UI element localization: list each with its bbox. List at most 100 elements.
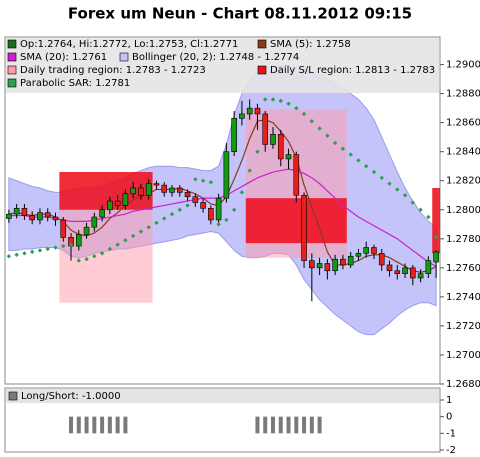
y-tick-label: 1.2900	[446, 60, 480, 71]
sar-dot	[6, 254, 12, 259]
sar-dot	[177, 207, 182, 212]
y-tick-label: 1.2840	[446, 147, 480, 158]
region	[59, 172, 153, 210]
region	[432, 187, 440, 254]
candle-body	[107, 200, 113, 211]
legend-label: Daily S/L region: 1.2813 - 1.2783	[270, 65, 435, 76]
candle-body	[200, 202, 206, 209]
sar-dot	[193, 177, 198, 182]
candle-body	[301, 194, 307, 261]
candle-body	[340, 258, 346, 266]
bar	[302, 416, 307, 434]
sar-dot	[231, 207, 237, 212]
candle-body	[277, 133, 284, 160]
sar-dot	[68, 242, 74, 247]
sar-dot	[115, 242, 120, 247]
sar-dot	[410, 200, 416, 205]
bar	[69, 416, 74, 434]
legend-label: Long/Short: -1.0000	[21, 391, 121, 402]
candle-body	[6, 213, 12, 219]
sar-dot	[325, 133, 330, 138]
candle-body	[52, 216, 59, 221]
candle-body	[285, 154, 292, 160]
candle-body	[184, 192, 191, 198]
bar	[115, 416, 120, 434]
candle-body	[378, 253, 385, 266]
candle-body	[425, 260, 432, 274]
candle-body	[192, 196, 199, 203]
candle-body	[130, 187, 136, 195]
sar-dot	[29, 249, 35, 255]
sar-dot	[162, 216, 167, 221]
y-tick-label: 1.2700	[446, 350, 480, 361]
sar-dot	[107, 246, 113, 252]
candle-body	[239, 113, 245, 119]
bar	[255, 416, 260, 434]
candle-body	[145, 183, 152, 196]
sar-dot	[200, 178, 206, 183]
candle-body	[29, 215, 35, 221]
y-tick-label: -1	[446, 428, 456, 439]
bar	[278, 416, 283, 434]
legend-label: Bollinger (20, 2): 1.2748 - 1.2774	[132, 52, 299, 63]
candle-body	[13, 208, 20, 215]
legend-swatch	[8, 391, 18, 401]
candle-body	[371, 247, 377, 254]
sar-dot	[263, 97, 268, 102]
sar-dot	[216, 222, 221, 227]
candle-body	[169, 187, 175, 193]
sar-dot	[169, 211, 175, 217]
sar-dot	[433, 235, 439, 240]
candle-body	[176, 187, 183, 193]
legend-box	[6, 38, 439, 93]
y-tick-label: 1.2680	[446, 379, 480, 390]
bar	[270, 416, 275, 434]
candle-body	[91, 216, 98, 228]
region	[245, 198, 347, 244]
candle-body	[355, 253, 362, 257]
candle-body	[332, 258, 338, 272]
legend-label: Op:1.2764, Hi:1.2772, Lo:1.2753, Cl:1.27…	[20, 39, 238, 50]
candle-body	[161, 184, 168, 193]
sar-dot	[92, 254, 97, 259]
sar-dot	[130, 233, 136, 239]
candle-body	[293, 154, 300, 196]
legend-label: Parabolic SAR: 1.2781	[20, 78, 130, 89]
sar-dot	[138, 229, 144, 234]
bar	[317, 416, 322, 434]
sar-dot	[255, 149, 260, 154]
candle-body	[215, 197, 222, 221]
legend-label: SMA (5): 1.2758	[270, 39, 351, 50]
candle-body	[21, 208, 28, 216]
candle-body	[114, 200, 121, 206]
candle-body	[231, 118, 237, 152]
bar	[294, 416, 299, 434]
sar-dot	[270, 97, 276, 102]
sar-dot	[286, 101, 291, 106]
sar-dot	[402, 193, 408, 198]
candle-body	[83, 226, 90, 235]
candle-body	[363, 247, 370, 254]
region	[59, 209, 153, 303]
candle-body	[208, 208, 214, 221]
sar-dot	[208, 179, 214, 185]
bar	[76, 416, 81, 434]
sar-dot	[379, 175, 384, 181]
sar-dot	[348, 152, 353, 157]
candle-body	[324, 263, 331, 272]
bar	[263, 416, 268, 434]
candle-body	[433, 251, 439, 263]
y-tick-label: 0	[446, 412, 452, 423]
legend-swatch	[119, 52, 129, 62]
y-tick-label: 1.2740	[446, 292, 480, 303]
sar-dot	[37, 248, 43, 253]
sar-dot	[364, 164, 369, 169]
legend-swatch	[7, 65, 17, 75]
sar-dot	[45, 246, 50, 252]
bar	[100, 416, 105, 434]
sar-dot	[340, 146, 346, 151]
sar-dot	[332, 140, 338, 146]
y-tick-label: 1.2720	[446, 321, 480, 332]
sar-dot	[247, 168, 252, 173]
